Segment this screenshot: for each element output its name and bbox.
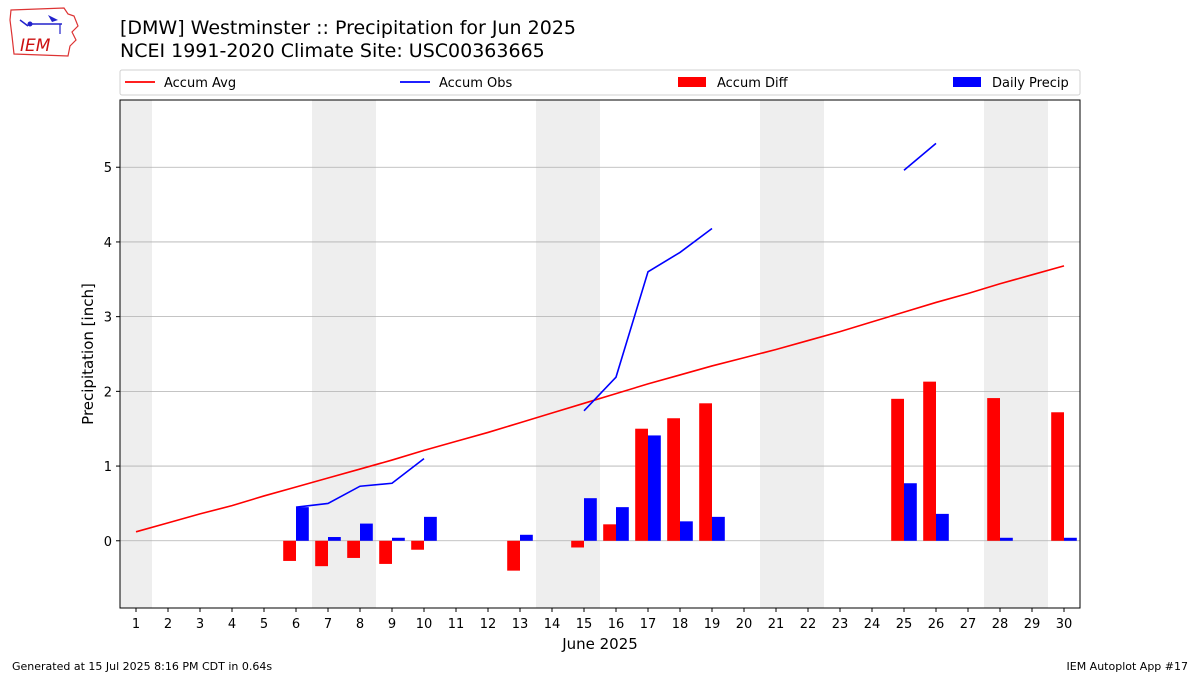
weekend-shade — [312, 100, 344, 608]
x-tick-label: 7 — [324, 617, 332, 632]
x-tick-label: 13 — [512, 617, 529, 632]
accum-diff-bar — [987, 398, 1000, 541]
legend-label: Daily Precip — [992, 76, 1069, 91]
x-tick-label: 19 — [704, 617, 721, 632]
chart-title: [DMW] Westminster :: Precipitation for J… — [120, 17, 576, 39]
legend-box — [119, 69, 1081, 96]
x-tick-label: 14 — [544, 617, 561, 632]
weekend-shade — [536, 100, 568, 608]
accum-diff-bar — [891, 398, 904, 541]
x-tick-label: 16 — [608, 617, 625, 632]
daily-precip-bar — [680, 521, 693, 541]
x-tick-label: 6 — [292, 617, 300, 632]
daily-precip-bar — [584, 498, 597, 541]
daily-precip-bar — [616, 507, 629, 541]
legend-label: Accum Diff — [717, 76, 789, 91]
daily-precip-bar — [328, 537, 341, 541]
x-tick-label: 20 — [736, 617, 753, 632]
y-tick-label: 3 — [104, 311, 112, 326]
daily-precip-bar — [936, 513, 949, 541]
weekend-shade — [120, 100, 152, 608]
x-tick-label: 26 — [928, 617, 945, 632]
x-tick-label: 21 — [768, 617, 785, 632]
accum-diff-bar — [635, 428, 648, 541]
daily-precip-bar — [360, 523, 373, 541]
x-tick-label: 28 — [992, 617, 1009, 632]
accum-diff-bar — [315, 540, 328, 567]
daily-precip-bar — [648, 435, 661, 541]
x-tick-label: 1 — [132, 617, 140, 632]
accum-obs-line — [583, 227, 713, 412]
x-tick-label: 18 — [672, 617, 689, 632]
x-tick-label: 9 — [388, 617, 396, 632]
daily-precip-bar — [1000, 537, 1013, 541]
y-tick-label: 2 — [104, 385, 112, 400]
y-axis-label: Precipitation [inch] — [79, 283, 97, 425]
footer-generated: Generated at 15 Jul 2025 8:16 PM CDT in … — [12, 660, 273, 673]
daily-precip-bar — [296, 507, 309, 541]
x-tick-label: 10 — [416, 617, 433, 632]
y-tick-label: 0 — [104, 535, 112, 550]
accum-obs-line — [903, 142, 937, 171]
logo-text: IEM — [20, 36, 51, 56]
x-tick-label: 27 — [960, 617, 977, 632]
x-tick-label: 25 — [896, 617, 913, 632]
x-axis-label: June 2025 — [561, 635, 638, 653]
accum-diff-bar — [347, 540, 360, 558]
daily-precip-bar — [520, 534, 533, 541]
accum-diff-bar — [699, 403, 712, 541]
x-tick-label: 3 — [196, 617, 204, 632]
weekend-shade — [344, 100, 376, 608]
iem-logo: IEM — [8, 6, 82, 58]
y-tick-label: 5 — [104, 161, 112, 176]
daily-precip-bar — [904, 483, 917, 541]
daily-precip-bar — [392, 537, 405, 541]
x-tick-label: 17 — [640, 617, 657, 632]
accum-diff-bar — [507, 540, 520, 571]
weekend-shade — [1016, 100, 1048, 608]
legend-label: Accum Avg — [164, 76, 236, 91]
daily-precip-bar — [1064, 537, 1077, 541]
x-tick-label: 30 — [1056, 617, 1073, 632]
weekend-shade — [792, 100, 824, 608]
accum-obs-line — [295, 457, 425, 508]
accum-diff-bar — [379, 540, 392, 564]
x-tick-label: 24 — [864, 617, 881, 632]
x-tick-label: 11 — [448, 617, 465, 632]
accum-diff-bar — [603, 524, 616, 541]
y-tick-label: 1 — [104, 460, 112, 475]
x-tick-label: 15 — [576, 617, 593, 632]
x-tick-label: 8 — [356, 617, 364, 632]
y-tick-label: 4 — [104, 236, 112, 251]
accum-diff-bar — [923, 381, 936, 541]
accum-diff-bar — [283, 540, 296, 561]
weekend-shade — [760, 100, 792, 608]
chart-subtitle: NCEI 1991-2020 Climate Site: USC00363665 — [120, 40, 545, 62]
x-tick-label: 23 — [832, 617, 849, 632]
plot-frame — [119, 99, 1081, 609]
x-tick-label: 5 — [260, 617, 268, 632]
accum-avg-line — [135, 265, 1065, 533]
legend-swatch-bar — [678, 77, 706, 87]
daily-precip-bar — [424, 516, 437, 541]
x-tick-label: 4 — [228, 617, 236, 632]
footer-app-id: IEM Autoplot App #17 — [1066, 660, 1189, 673]
daily-precip-bar — [712, 516, 725, 541]
x-tick-label: 22 — [800, 617, 817, 632]
accum-diff-bar — [1051, 412, 1064, 541]
accum-diff-bar — [411, 540, 424, 550]
x-tick-label: 29 — [1024, 617, 1041, 632]
accum-diff-bar — [667, 418, 680, 541]
legend-label: Accum Obs — [439, 76, 512, 91]
legend-swatch-bar — [953, 77, 981, 87]
accum-diff-bar — [571, 540, 584, 548]
x-tick-label: 2 — [164, 617, 172, 632]
x-tick-label: 12 — [480, 617, 497, 632]
